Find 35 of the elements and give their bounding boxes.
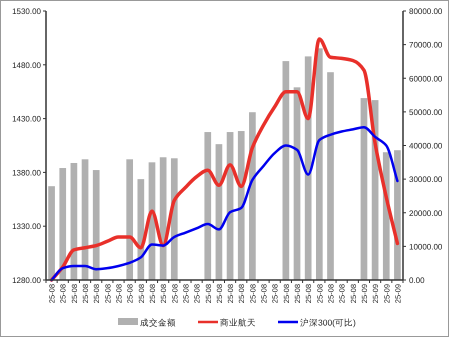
y2-tick-label: 30000.00 — [409, 175, 443, 184]
y-tick-label: 1280.00 — [12, 276, 42, 285]
bar — [126, 159, 134, 280]
y2-tick-label: 70000.00 — [409, 40, 443, 50]
bar — [70, 162, 78, 280]
legend-label: 成交金额 — [140, 318, 176, 328]
bar — [360, 98, 368, 280]
bar — [294, 87, 300, 280]
bar — [282, 61, 290, 280]
bar — [327, 72, 334, 280]
y2-tick-label: 20000.00 — [409, 208, 443, 218]
bar — [238, 131, 245, 280]
y-tick-label: 1530.00 — [12, 7, 42, 16]
bar — [92, 170, 100, 280]
bar — [48, 186, 55, 280]
legend-label: 沪深300(可比) — [300, 318, 356, 328]
y2-tick-label: 80000.00 — [409, 7, 443, 16]
bar — [59, 168, 66, 280]
bar — [148, 162, 156, 280]
y2-tick-label: 10000.00 — [409, 242, 443, 252]
bar — [394, 150, 401, 280]
y-tick-label: 1480.00 — [12, 60, 42, 70]
legend-label: 商业航天 — [220, 318, 256, 328]
bar — [204, 132, 212, 280]
y2-tick-label: 40000.00 — [409, 142, 443, 150]
y2-tick-label: 50000.00 — [409, 108, 443, 117]
y-tick-label: 1380.00 — [12, 168, 42, 178]
bar — [216, 144, 222, 280]
bar — [82, 159, 88, 280]
y-tick-label: 1430.00 — [12, 114, 42, 124]
bar — [316, 48, 323, 280]
bar — [226, 132, 234, 280]
y2-tick-label: 60000.00 — [409, 74, 443, 84]
y2-tick-label: 0.00 — [409, 276, 426, 285]
y-tick-label: 1330.00 — [12, 222, 42, 232]
